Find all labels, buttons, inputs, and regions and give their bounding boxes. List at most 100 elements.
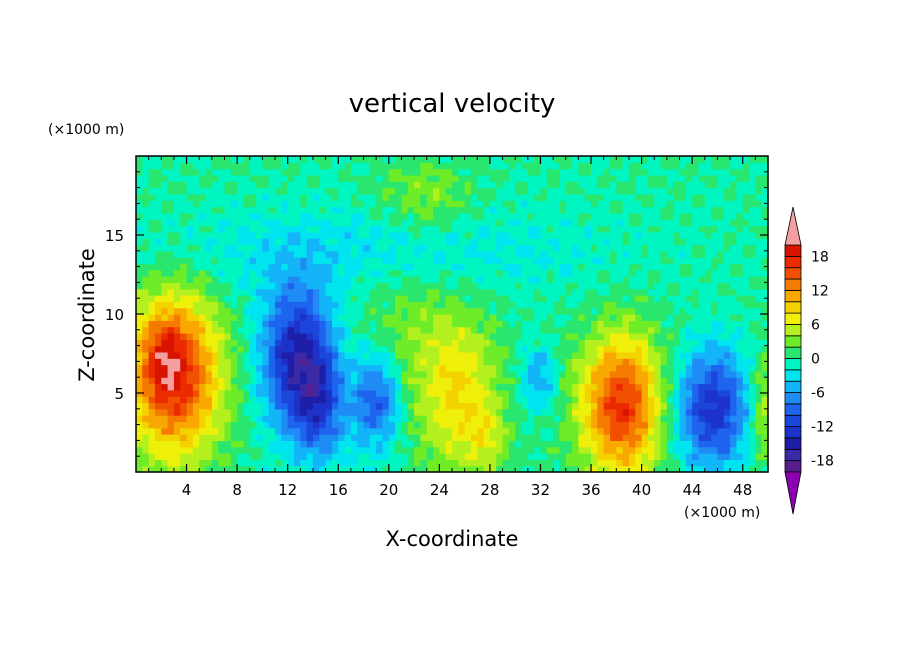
heatmap-cell <box>483 427 491 435</box>
heatmap-cell <box>635 238 643 246</box>
heatmap-cell <box>723 314 731 321</box>
heatmap-cell <box>357 276 365 283</box>
heatmap-cell <box>502 402 510 410</box>
heatmap-cell <box>407 446 415 454</box>
heatmap-cell <box>603 358 611 366</box>
heatmap-cell <box>445 193 453 201</box>
heatmap-cell <box>338 193 346 201</box>
heatmap-cell <box>262 231 270 239</box>
heatmap-cell <box>433 314 440 321</box>
heatmap-cell <box>319 345 327 353</box>
heatmap-cell <box>148 402 156 410</box>
heatmap-cell <box>749 427 756 435</box>
heatmap-cell <box>306 465 314 473</box>
heatmap-cell <box>357 465 365 473</box>
heatmap-cell <box>249 339 257 347</box>
heatmap-cell <box>749 377 756 385</box>
heatmap-cell <box>306 339 314 347</box>
heatmap-cell <box>698 314 706 321</box>
heatmap-cell <box>660 238 668 246</box>
heatmap-cell <box>711 370 719 378</box>
heatmap-cell <box>186 250 194 258</box>
heatmap-cell <box>635 231 643 239</box>
heatmap-cell <box>199 156 207 163</box>
heatmap-cell <box>527 364 535 372</box>
heatmap-cell <box>736 364 744 372</box>
heatmap-cell <box>578 339 586 347</box>
heatmap-cell <box>610 187 617 195</box>
heatmap-cell <box>559 244 567 252</box>
heatmap-cell <box>527 219 535 227</box>
heatmap-cell <box>142 212 150 220</box>
heatmap-cell <box>306 244 314 252</box>
heatmap-cell <box>742 314 750 321</box>
heatmap-cell <box>723 339 731 347</box>
heatmap-cell <box>496 326 504 334</box>
heatmap-cell <box>553 288 561 296</box>
heatmap-cell <box>420 453 428 460</box>
heatmap-cell <box>249 156 257 163</box>
heatmap-cell <box>211 377 219 385</box>
heatmap-cell <box>180 250 188 258</box>
heatmap-cell <box>742 415 750 423</box>
heatmap-cell <box>534 377 542 385</box>
heatmap-cell <box>256 219 263 227</box>
heatmap-cell <box>237 415 245 423</box>
heatmap-cell <box>584 174 592 182</box>
heatmap-cell <box>376 383 384 391</box>
heatmap-cell <box>439 276 447 283</box>
heatmap-cell <box>262 156 270 163</box>
heatmap-cell <box>470 314 478 321</box>
heatmap-cell <box>407 288 415 296</box>
heatmap-cell <box>325 465 333 473</box>
heatmap-cell <box>357 320 365 328</box>
heatmap-cell <box>161 377 169 385</box>
heatmap-cell <box>679 383 687 391</box>
heatmap-cell <box>249 168 257 176</box>
heatmap-cell <box>483 440 491 448</box>
heatmap-cell <box>749 295 756 302</box>
heatmap-cell <box>300 231 308 239</box>
heatmap-cell <box>136 434 143 441</box>
heatmap-cell <box>211 276 219 283</box>
heatmap-cell <box>458 288 466 296</box>
heatmap-cell <box>673 326 681 334</box>
heatmap-cell <box>749 402 756 410</box>
heatmap-cell <box>420 244 428 252</box>
heatmap-cell <box>616 269 624 277</box>
heatmap-cell <box>654 206 662 214</box>
heatmap-cell <box>300 263 308 271</box>
heatmap-cell <box>262 225 270 233</box>
heatmap-cell <box>584 206 592 214</box>
heatmap-cell <box>521 339 529 347</box>
heatmap-cell <box>167 408 175 416</box>
heatmap-cell <box>350 269 358 277</box>
heatmap-cell <box>527 389 535 397</box>
heatmap-cell <box>376 174 384 182</box>
heatmap-cell <box>287 212 295 220</box>
heatmap-cell <box>218 257 226 265</box>
heatmap-cell <box>666 269 674 277</box>
heatmap-cell <box>698 181 706 189</box>
heatmap-cell <box>262 415 270 423</box>
heatmap-cell <box>224 231 232 239</box>
heatmap-cell <box>723 187 731 195</box>
heatmap-cell <box>534 200 542 208</box>
heatmap-cell <box>275 307 282 315</box>
heatmap-cell <box>344 383 352 391</box>
heatmap-cell <box>287 250 295 258</box>
heatmap-cell <box>508 370 516 378</box>
heatmap-cell <box>679 358 687 366</box>
heatmap-cell <box>489 276 497 283</box>
heatmap-cell <box>603 351 611 359</box>
heatmap-cell <box>717 225 725 233</box>
heatmap-cell <box>660 402 668 410</box>
heatmap-cell <box>249 389 257 397</box>
heatmap-cell <box>445 434 453 441</box>
heatmap-cell <box>154 238 162 246</box>
heatmap-cell <box>584 156 592 163</box>
heatmap-cell <box>755 446 763 454</box>
heatmap-cell <box>755 396 763 404</box>
heatmap-cell <box>559 377 567 385</box>
heatmap-cell <box>553 364 561 372</box>
